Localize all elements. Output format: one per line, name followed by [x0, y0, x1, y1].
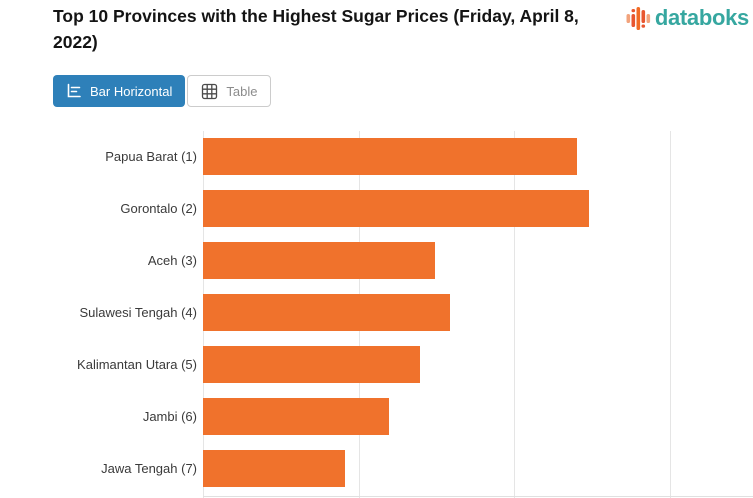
tab-bar-horizontal-label: Bar Horizontal	[90, 83, 173, 99]
bar[interactable]	[203, 397, 389, 435]
bar[interactable]	[203, 189, 589, 227]
bar-horizontal-icon	[67, 83, 81, 98]
bar[interactable]	[203, 449, 345, 487]
tab-table-label: Table	[226, 83, 258, 99]
page-title: Top 10 Provinces with the Highest Sugar …	[53, 6, 579, 52]
bar[interactable]	[203, 138, 577, 175]
bar[interactable]	[203, 293, 450, 331]
bar-label: Papua Barat (1)	[105, 149, 197, 164]
bar-label: Aceh (3)	[147, 252, 197, 268]
bar[interactable]	[203, 345, 420, 383]
bar-label: Sulawesi Tengah (4)	[79, 304, 197, 320]
bar-label: Jambi (6)	[142, 408, 197, 424]
tab-bar-horizontal[interactable]: Bar Horizontal	[53, 75, 186, 107]
databoks-logo-bars-icon	[626, 6, 650, 30]
databoks-logo[interactable]: databoks	[626, 4, 749, 32]
bar-label: Gorontalo (2)	[120, 200, 197, 216]
view-toggle: Bar Horizontal Table	[53, 75, 272, 107]
bar-label: Kalimantan Utara (5)	[77, 356, 197, 372]
bar-label: Jawa Tengah (7)	[101, 460, 197, 476]
table-icon	[202, 83, 218, 99]
databoks-logo-text: databoks	[654, 5, 749, 30]
horizontal-bar-chart: Papua Barat (1) Gorontalo (2) Aceh (3) Sula…	[0, 131, 753, 498]
bar[interactable]	[203, 241, 435, 279]
gridline	[669, 131, 671, 498]
tab-table[interactable]: Table	[187, 75, 272, 107]
gridline	[514, 131, 515, 498]
x-axis-line	[203, 496, 753, 497]
